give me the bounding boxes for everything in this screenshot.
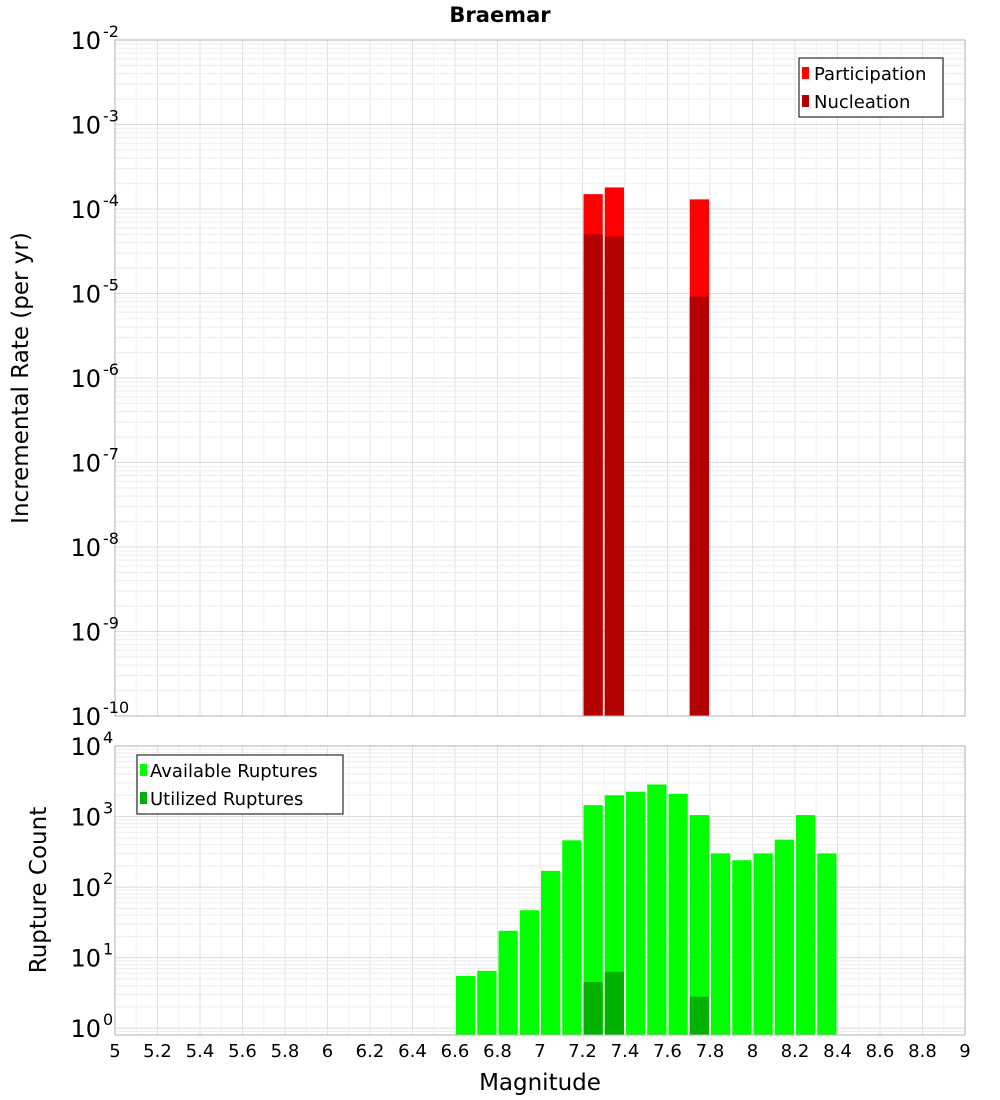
x-tick-label: 7 <box>534 1041 545 1062</box>
bar-available-ruptures <box>732 860 752 1035</box>
top-y-tick-exponent: -8 <box>103 529 119 548</box>
bottom-y-tick-label: 10 <box>70 874 101 902</box>
x-tick-label: 8.2 <box>781 1041 810 1062</box>
bar-available-ruptures <box>562 840 582 1035</box>
bottom-y-tick-exponent: 2 <box>103 869 113 888</box>
bar-available-ruptures <box>774 839 794 1035</box>
chart-title: Braemar <box>449 3 551 27</box>
x-tick-labels: 5 5.2 5.4 5.6 5.8 6 6.2 6.4 6.6 6.8 7 7.2 7.4 7.6 7.8 8… <box>109 1041 970 1062</box>
bottom-y-tick-label: 10 <box>70 733 101 761</box>
bar-available-ruptures <box>711 853 731 1035</box>
top-y-tick-label: 10 <box>70 112 101 140</box>
bottom-y-tick-exponent: 3 <box>103 799 113 818</box>
bar-utilized-ruptures <box>604 971 624 1035</box>
bar-nucleation <box>689 296 709 716</box>
x-tick-label: 9 <box>959 1041 970 1062</box>
x-tick-label: 5 <box>109 1041 120 1062</box>
top-legend-box <box>798 57 944 118</box>
bar-available-ruptures <box>456 975 476 1035</box>
bar-utilized-ruptures <box>689 996 709 1035</box>
bar-available-ruptures <box>583 805 603 1035</box>
bar-available-ruptures <box>689 815 709 1035</box>
bottom-legend: Available Ruptures Utilized Ruptures <box>136 754 344 815</box>
top-y-tick-label: 10 <box>70 365 101 393</box>
bar-nucleation <box>604 236 624 716</box>
top-y-tick-label: 10 <box>70 534 101 562</box>
top-plot-bars <box>583 187 709 717</box>
bar-available-ruptures <box>668 793 688 1035</box>
x-tick-label: 7.6 <box>653 1041 682 1062</box>
x-tick-label: 8 <box>747 1041 758 1062</box>
legend-swatch-nucleation <box>802 95 809 107</box>
top-y-tick-label: 10 <box>70 450 101 478</box>
bottom-y-tick-exponent: 0 <box>103 1010 113 1029</box>
x-tick-label: 6.4 <box>398 1041 427 1062</box>
top-y-tick-exponent: -6 <box>103 360 119 379</box>
legend-swatch-participation <box>802 67 809 79</box>
top-y-tick-exponent: -3 <box>103 107 119 126</box>
x-tick-label: 8.6 <box>866 1041 895 1062</box>
x-tick-label: 8.8 <box>908 1041 937 1062</box>
top-plot-frame <box>114 39 966 717</box>
bottom-y-axis-label: Rupture Count <box>26 807 52 973</box>
x-tick-label: 7.4 <box>611 1041 640 1062</box>
top-plot-gridlines <box>114 39 966 717</box>
top-y-tick-label: 10 <box>70 281 101 309</box>
x-axis-label: Magnitude <box>479 1070 601 1096</box>
x-tick-label: 6.2 <box>356 1041 385 1062</box>
legend-swatch-available <box>140 764 147 776</box>
top-y-tick-label: 10 <box>70 196 101 224</box>
x-tick-label: 7.8 <box>696 1041 725 1062</box>
legend-swatch-utilized <box>140 792 147 804</box>
bottom-plot-frame <box>114 745 966 1036</box>
legend-label-available: Available Ruptures <box>150 761 318 782</box>
bar-utilized-ruptures <box>583 982 603 1035</box>
bar-available-ruptures <box>477 970 497 1035</box>
bottom-y-tick-exponent: 1 <box>103 940 113 959</box>
x-tick-label: 6.8 <box>483 1041 512 1062</box>
x-tick-label: 5.4 <box>186 1041 215 1062</box>
top-y-tick-label: 10 <box>70 703 101 731</box>
top-y-tick-exponent: -2 <box>103 22 119 41</box>
x-tick-label: 8.4 <box>823 1041 852 1062</box>
x-tick-label: 6.6 <box>441 1041 470 1062</box>
bar-nucleation <box>583 234 603 717</box>
x-tick-label: 5.8 <box>271 1041 300 1062</box>
bottom-legend-box <box>136 754 344 815</box>
top-y-tick-exponent: -9 <box>103 614 119 633</box>
bottom-y-tick-label: 10 <box>70 1015 101 1043</box>
bar-available-ruptures <box>817 853 837 1035</box>
top-y-axis-label: Incremental Rate (per yr) <box>8 232 34 524</box>
bar-available-ruptures <box>541 870 561 1035</box>
x-tick-label: 5.2 <box>143 1041 172 1062</box>
bar-available-ruptures <box>796 815 816 1035</box>
x-tick-label: 6 <box>322 1041 333 1062</box>
top-y-tick-exponent: -5 <box>103 276 119 295</box>
bar-available-ruptures <box>626 791 646 1035</box>
legend-label-nucleation: Nucleation <box>814 92 910 113</box>
bottom-y-tick-exponent: 4 <box>103 728 113 747</box>
top-y-tick-label: 10 <box>70 27 101 55</box>
top-y-tick-exponent: -10 <box>103 698 129 717</box>
x-tick-label: 5.6 <box>228 1041 257 1062</box>
x-tick-label: 7.2 <box>568 1041 597 1062</box>
legend-label-participation: Participation <box>814 64 926 85</box>
top-y-tick-exponent: -7 <box>103 445 119 464</box>
bottom-y-tick-label: 10 <box>70 945 101 973</box>
bar-available-ruptures <box>519 910 539 1035</box>
bar-available-ruptures <box>647 784 667 1035</box>
bottom-y-tick-label: 10 <box>70 804 101 832</box>
bar-available-ruptures <box>498 930 518 1035</box>
legend-label-utilized: Utilized Ruptures <box>150 789 303 810</box>
top-y-tick-exponent: -4 <box>103 191 119 210</box>
bar-available-ruptures <box>753 853 773 1035</box>
top-y-tick-label: 10 <box>70 619 101 647</box>
top-legend: Participation Nucleation <box>798 57 944 118</box>
bottom-plot-bars <box>456 784 837 1035</box>
